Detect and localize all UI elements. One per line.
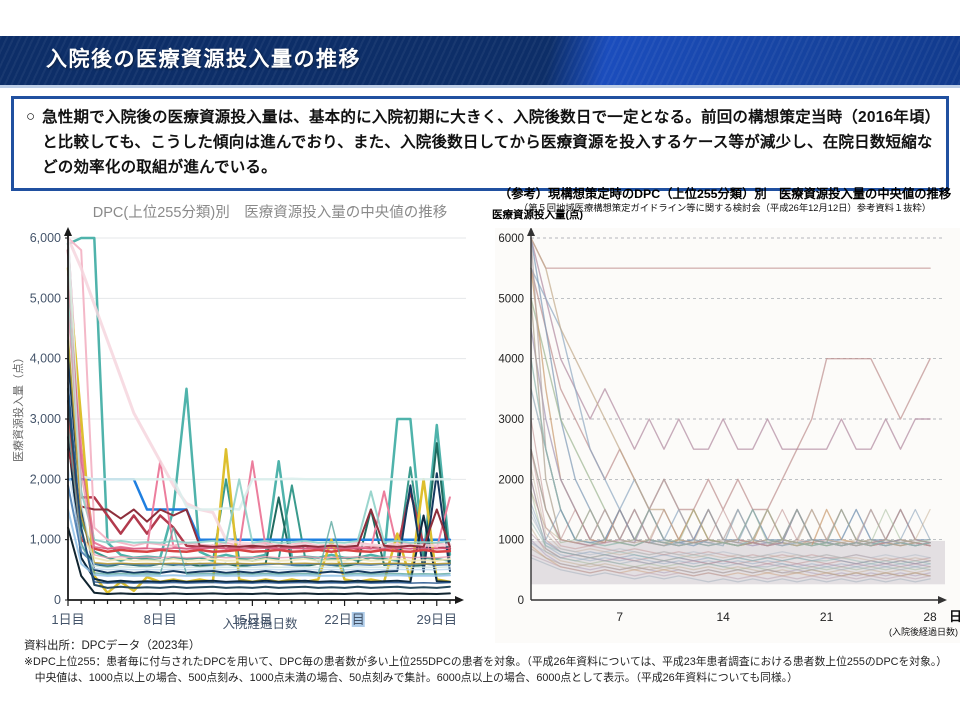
y-tick-label: 2000	[498, 474, 524, 486]
series-line	[530, 448, 931, 562]
series-line	[530, 520, 931, 565]
y-tick-label: 6,000	[30, 231, 61, 245]
x-tick-label: 8日目	[143, 612, 177, 627]
series-line	[530, 542, 931, 571]
footer-notes: 資料出所：DPCデータ（2023年） ※DPC上位255：患者毎に付与されたDP…	[24, 637, 954, 686]
series-line	[530, 532, 931, 568]
right-chart: 0 1000 2000 3000 4000 5000 6000 7 14 21 28 日 (入院後経過日…	[495, 228, 960, 643]
series-line	[530, 508, 931, 568]
series-line	[67, 424, 451, 575]
series-line	[67, 508, 451, 577]
y-tick-label: 3,000	[30, 412, 61, 426]
x-tick-label: 21	[820, 610, 834, 624]
y-tick-label: 4000	[498, 354, 524, 366]
y-tick-label: 6000	[498, 233, 524, 245]
left-chart: 0 1,000 2,000 3,000 4,000 5,000 6,000	[30, 227, 466, 607]
series-line	[67, 255, 451, 569]
header-bar: 入院後の医療資源投入量の推移	[0, 36, 960, 88]
series-line	[530, 539, 931, 577]
series-line	[530, 490, 931, 544]
summary-text: 急性期で入院後の医療資源投入量は、基本的に入院初期に大きく、入院後数日で一定とな…	[42, 109, 933, 177]
left-chart-title: DPC(上位255分類)別 医療資源投入量の中央値の推移	[92, 205, 448, 221]
footnote-2: 中央値は、1000点以上の場合、500点刻み、1000点未満の場合、50点刻みで…	[24, 671, 798, 684]
series-line	[530, 490, 931, 571]
y-tick-label: 2,000	[30, 472, 61, 486]
series-line	[530, 514, 931, 559]
left-chart-x-axis-label: 入院経過日数	[222, 617, 298, 631]
y-tick-label: 1,000	[30, 533, 61, 547]
series-line	[67, 448, 451, 548]
series-line	[530, 466, 931, 562]
series-line	[67, 309, 451, 559]
series-line	[67, 466, 451, 571]
y-tick-label: 0	[54, 593, 61, 607]
series-line	[67, 273, 451, 550]
series-line	[67, 333, 451, 565]
right-chart-title: （参考）現構想策定時のDPC（上位255分類）別 医療資源投入量の中央値の推移	[498, 187, 952, 201]
x-tick-label: 29日目	[416, 612, 457, 627]
series-line	[67, 399, 451, 589]
x-tick-label: 1日目	[51, 612, 85, 627]
x-tick-label: 22日目	[324, 612, 365, 627]
series-line	[530, 545, 931, 577]
series-line	[66, 236, 452, 511]
x-axis-arrow-icon	[938, 596, 947, 604]
x-tick-label: 15日目	[232, 612, 273, 627]
right-chart-subtitle: （第５回地域医療構想策定ガイドライン等に関する検討会（平成26年12月12日）参…	[518, 203, 932, 213]
x-axis-unit-label: 日	[949, 609, 960, 624]
series-line	[530, 237, 931, 269]
dense-band	[531, 540, 945, 585]
y-tick-label: 3000	[498, 414, 524, 426]
series-line	[67, 382, 451, 584]
x-tick-label: 28	[923, 610, 937, 624]
x-axis-arrow-icon	[455, 596, 464, 604]
x-axis-note: (入院後経過日数)	[889, 626, 958, 637]
series-line	[67, 357, 451, 574]
summary-callout-box: ○ 急性期で入院後の医療資源投入量は、基本的に入院初期に大きく、入院後数日で一定…	[11, 96, 949, 192]
y-tick-label: 5,000	[30, 291, 61, 305]
series-line	[67, 526, 451, 595]
y-tick-label: 5000	[498, 293, 524, 305]
page-title: 入院後の医療資源投入量の推移	[46, 48, 361, 71]
y-tick-label: 1000	[498, 535, 524, 547]
series-line	[530, 357, 931, 547]
series-line	[530, 557, 931, 583]
y-axis-arrow-icon	[64, 227, 72, 236]
series-line	[530, 554, 931, 580]
x-tick-label: 14	[716, 610, 730, 624]
series-line	[67, 436, 451, 583]
x-tick-label: 7	[616, 610, 623, 624]
footnote-1: ※DPC上位255：患者毎に付与されたDPCを用いて、DPC毎の患者数が多い上位…	[24, 656, 948, 668]
y-axis-arrow-icon	[527, 228, 535, 236]
series-line	[67, 285, 451, 562]
plot-background	[495, 228, 960, 643]
series-line	[530, 502, 931, 565]
series-line	[530, 548, 931, 577]
series-line	[66, 417, 452, 553]
right-chart-y-axis-label: 医療資源投入量(点)	[492, 209, 583, 221]
source-note: 資料出所：DPCデータ（2023年）	[24, 640, 201, 652]
series-line	[67, 297, 451, 544]
y-tick-label: 4,000	[30, 352, 61, 366]
series-line	[530, 526, 931, 574]
highlighted-character: 目	[351, 612, 365, 627]
y-tick-label: 0	[518, 595, 524, 607]
bullet-circle-icon: ○	[26, 108, 36, 125]
series-line	[530, 478, 931, 565]
